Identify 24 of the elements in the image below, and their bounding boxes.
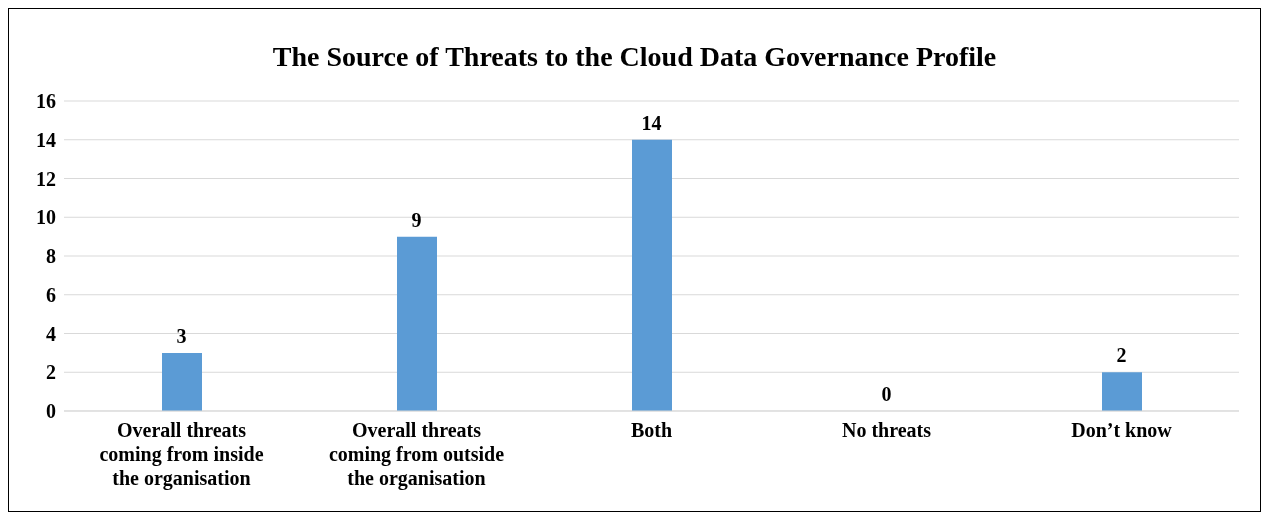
- bar: [397, 236, 437, 411]
- y-tick-label: 14: [36, 128, 56, 151]
- data-label: 0: [881, 383, 892, 405]
- y-tick-label: 16: [36, 90, 56, 113]
- data-label: 3: [176, 324, 187, 347]
- y-tick-label: 2: [46, 361, 56, 384]
- data-label: 9: [411, 208, 422, 231]
- data-label: 2: [1116, 344, 1127, 367]
- x-tick-label: No threats: [841, 419, 932, 441]
- x-tick-label: Overall threats coming from outside the organisation: [328, 419, 505, 490]
- bar: [1102, 372, 1142, 411]
- bar: [162, 352, 202, 411]
- data-label: 14: [641, 111, 662, 134]
- x-tick-label: Don’t know: [1071, 419, 1173, 441]
- y-tick-label: 0: [46, 400, 56, 423]
- y-tick-label: 4: [46, 322, 56, 345]
- y-tick-label: 6: [46, 283, 56, 306]
- bar: [632, 139, 672, 411]
- y-tick-label: 8: [46, 245, 56, 268]
- chart-title: The Source of Threats to the Cloud Data Governance Profile: [271, 41, 998, 74]
- x-tick-label: Overall threats coming from inside the organisation: [99, 419, 264, 490]
- y-tick-label: 10: [36, 206, 56, 229]
- x-tick-label: Both: [630, 419, 673, 441]
- y-tick-label: 12: [36, 167, 56, 190]
